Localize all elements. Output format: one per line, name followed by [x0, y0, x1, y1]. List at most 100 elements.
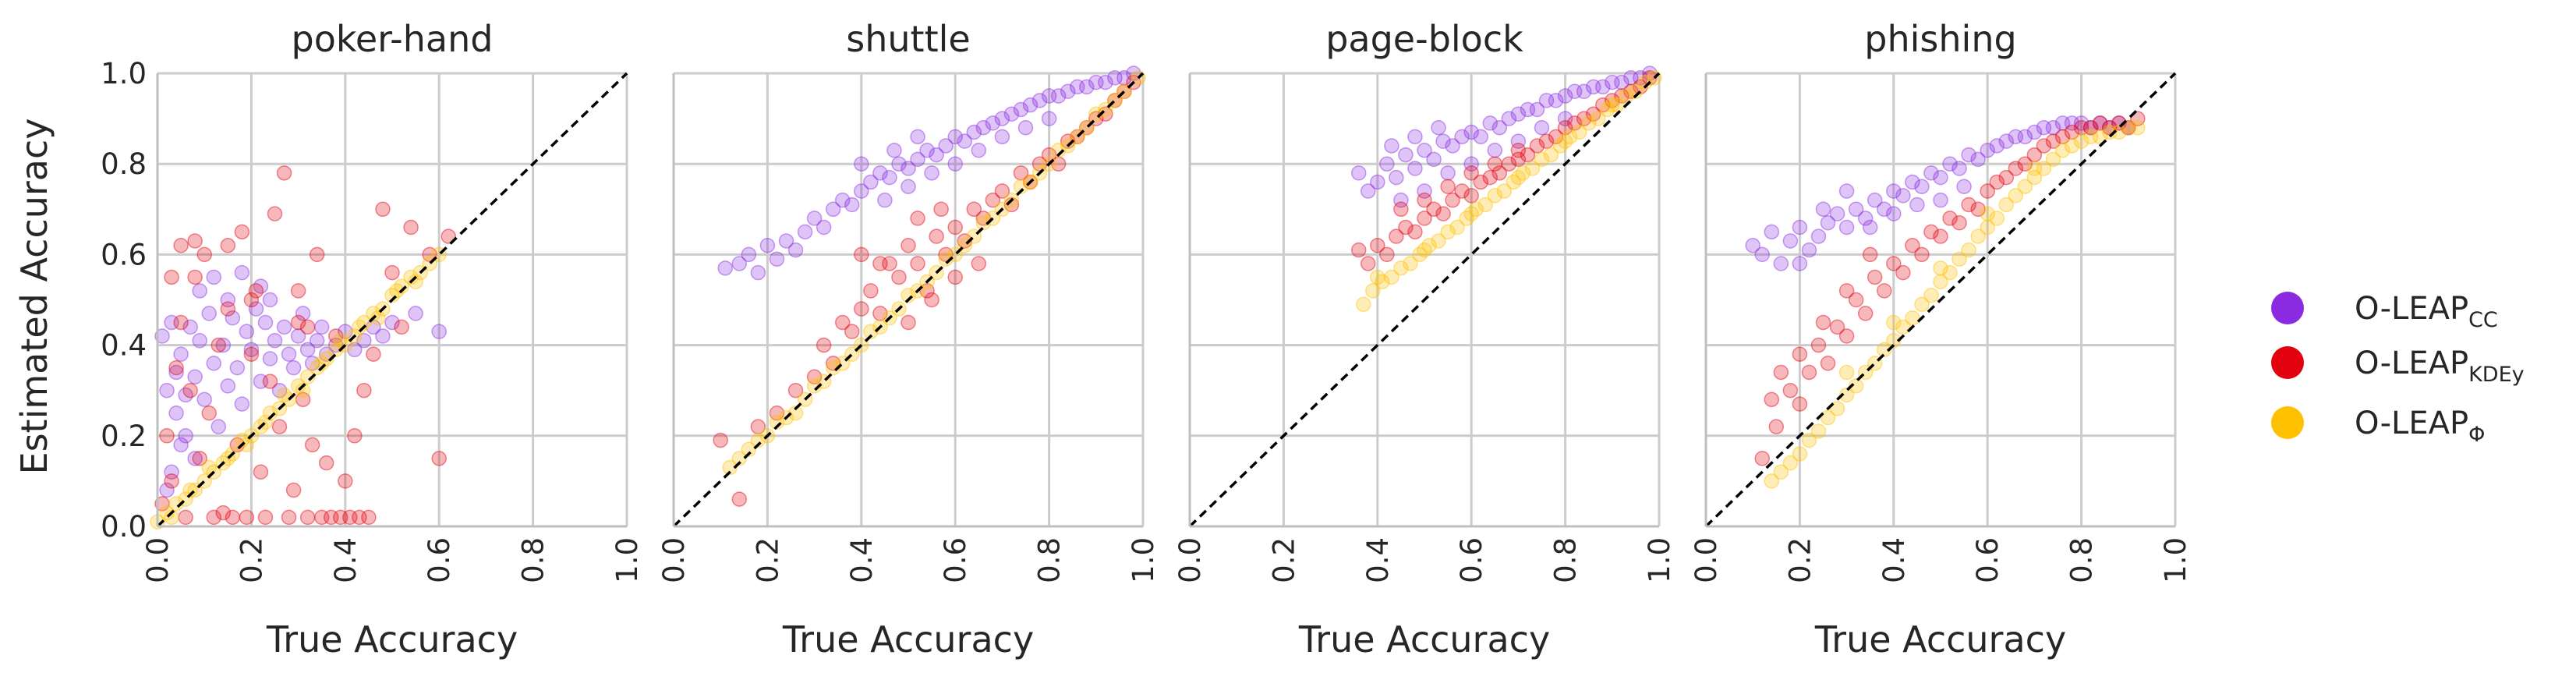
data-point — [1628, 83, 1644, 99]
data-point — [1829, 401, 1845, 416]
x-tick-label: 0.0 — [657, 537, 691, 583]
data-point — [1370, 174, 1385, 190]
x-tick-label: 1.0 — [610, 537, 644, 583]
data-point — [1782, 233, 1799, 249]
data-point — [1923, 224, 1939, 240]
data-point — [356, 314, 372, 331]
series-kdey — [1350, 70, 1658, 271]
data-point — [1417, 242, 1432, 258]
data-point — [394, 278, 409, 294]
data-point — [164, 464, 179, 480]
data-point — [1370, 238, 1385, 253]
data-point — [1529, 138, 1545, 154]
diagonal-reference-line — [1704, 72, 2177, 528]
data-point — [1534, 119, 1550, 136]
data-point — [182, 482, 198, 498]
data-point — [1905, 174, 1920, 190]
data-point — [187, 451, 203, 466]
data-point — [901, 287, 916, 303]
data-point — [1050, 143, 1067, 158]
data-point — [2064, 124, 2080, 140]
data-point — [276, 319, 292, 335]
data-point — [2017, 179, 2033, 194]
data-point — [1942, 156, 1958, 172]
data-point — [1491, 165, 1508, 181]
data-point — [816, 219, 832, 236]
data-point — [1454, 129, 1470, 145]
data-point — [1605, 93, 1620, 108]
data-point — [1848, 292, 1864, 308]
data-point — [1403, 256, 1418, 271]
data-point — [1754, 451, 1770, 466]
data-point — [1877, 201, 1892, 218]
x-tick-label: 0.4 — [845, 537, 879, 583]
data-point — [2101, 119, 2118, 136]
data-point — [234, 224, 250, 240]
data-point — [882, 169, 897, 186]
data-point — [1838, 183, 1855, 199]
data-point — [1810, 423, 1827, 439]
data-point — [1426, 151, 1442, 168]
data-point — [1350, 242, 1367, 258]
data-point — [352, 319, 367, 335]
data-point — [787, 406, 804, 421]
data-point — [769, 406, 785, 421]
panel-title: poker-hand — [292, 18, 494, 60]
data-point — [1463, 188, 1479, 204]
data-point — [220, 292, 236, 308]
data-point — [389, 283, 405, 299]
data-point — [290, 378, 306, 394]
data-point — [1764, 473, 1780, 489]
data-point — [192, 451, 207, 466]
data-point — [2111, 115, 2127, 131]
data-point — [356, 382, 372, 398]
data-point — [1580, 115, 1597, 131]
data-point — [975, 119, 992, 136]
data-point — [1637, 74, 1653, 90]
data-point — [225, 310, 241, 326]
data-point — [1454, 183, 1470, 199]
data-point — [750, 264, 766, 281]
data-point — [1379, 246, 1395, 263]
data-point — [2064, 115, 2080, 131]
data-point — [1595, 79, 1611, 95]
data-point — [1013, 179, 1029, 194]
data-point — [947, 129, 963, 145]
data-point — [1829, 319, 1845, 335]
data-point — [985, 192, 1001, 208]
data-point — [1782, 382, 1799, 398]
data-point — [215, 505, 232, 521]
data-point — [1820, 409, 1836, 426]
data-point — [910, 256, 925, 271]
data-point — [1407, 224, 1423, 240]
data-point — [863, 283, 879, 299]
data-point — [1548, 93, 1564, 108]
data-point — [1895, 264, 1911, 281]
data-point — [994, 111, 1010, 126]
data-point — [806, 369, 823, 385]
data-point — [215, 337, 232, 353]
data-point — [971, 143, 987, 158]
data-point — [187, 369, 203, 385]
data-point — [234, 432, 250, 448]
data-point — [1407, 129, 1423, 145]
data-point — [1838, 364, 1855, 381]
data-point — [1905, 238, 1920, 253]
legend-label: O-LEAPΦ — [2355, 406, 2485, 447]
data-point — [872, 165, 888, 181]
data-point — [1998, 169, 2015, 186]
data-point — [1942, 264, 1958, 281]
data-point — [1914, 246, 1930, 263]
data-point — [366, 346, 381, 362]
panel-title: phishing — [1864, 18, 2016, 60]
data-point — [1970, 201, 1986, 218]
data-point — [211, 337, 227, 353]
diagonal-reference-line — [672, 72, 1145, 528]
data-point — [1773, 364, 1789, 381]
data-point — [2017, 129, 2033, 145]
data-point — [196, 391, 212, 408]
diagonal-reference-line — [156, 72, 628, 528]
data-point — [2111, 115, 2127, 131]
data-point — [253, 278, 269, 294]
data-point — [2045, 151, 2061, 168]
